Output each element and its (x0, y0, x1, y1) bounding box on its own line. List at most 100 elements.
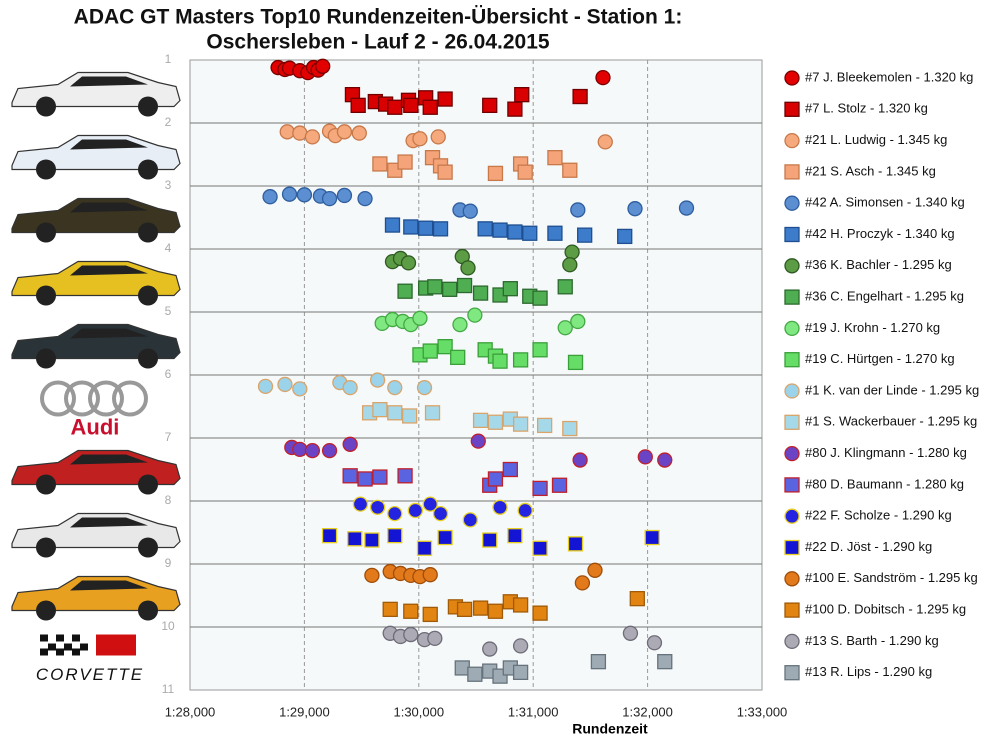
legend-marker (784, 602, 800, 618)
point (456, 601, 473, 618)
point (562, 257, 578, 273)
car-wheel (36, 222, 56, 243)
legend-label: #13 R. Lips - 1.290 kg (805, 664, 932, 679)
legend-label: #80 D. Baumann - 1.280 kg (805, 476, 964, 491)
point (336, 187, 353, 204)
legend-label: #19 J. Krohn - 1.270 kg (805, 320, 940, 335)
logo-flag (72, 648, 80, 656)
point (532, 605, 548, 621)
point (472, 412, 489, 429)
point (422, 606, 438, 623)
series (361, 401, 578, 437)
point (357, 471, 373, 487)
point (321, 528, 338, 544)
point (432, 505, 449, 522)
legend-marker (784, 164, 800, 180)
x-tick-label: 1:29,000 (279, 704, 330, 719)
car-wheel (36, 96, 56, 117)
point (321, 442, 338, 459)
point (292, 381, 308, 397)
y-tick-label: 9 (165, 556, 172, 570)
point (514, 87, 530, 103)
legend-marker (784, 383, 800, 399)
point (430, 129, 446, 145)
point (512, 416, 529, 432)
series (344, 87, 588, 117)
point (364, 567, 380, 583)
legend-label: #7 J. Bleekemolen - 1.320 kg (805, 69, 973, 84)
point (512, 638, 529, 654)
point (452, 316, 468, 333)
x-axis-label: Rundenzeit (572, 721, 648, 737)
point (364, 532, 380, 548)
series (384, 244, 580, 276)
legend: #7 J. Bleekemolen - 1.320 kg #7 L. Stolz … (784, 69, 979, 681)
series (262, 186, 695, 219)
logo-flag (72, 641, 80, 649)
point (397, 154, 413, 170)
point (454, 660, 470, 676)
logo-flag (80, 650, 88, 658)
point (564, 244, 580, 260)
y-tick-label: 7 (165, 430, 172, 444)
car-window (70, 202, 148, 213)
point (369, 499, 386, 515)
point (418, 220, 434, 236)
point (472, 285, 489, 301)
point (397, 283, 413, 299)
point (424, 405, 441, 421)
point (372, 401, 388, 418)
point (492, 353, 508, 369)
legend-label: #36 C. Engelhart - 1.295 kg (805, 289, 964, 304)
point (532, 290, 548, 306)
point (397, 468, 413, 484)
legend-marker (784, 445, 800, 462)
point (407, 502, 424, 519)
point (292, 441, 308, 457)
y-tick-label: 11 (162, 682, 175, 696)
point (403, 97, 419, 114)
logo-flag (56, 648, 64, 656)
point (422, 99, 438, 115)
point (512, 664, 529, 681)
point (547, 149, 563, 166)
point (467, 666, 483, 682)
logo-flag (48, 636, 56, 644)
point (321, 190, 338, 207)
y-tick-label: 1 (165, 52, 172, 66)
point (427, 279, 443, 295)
car-wheel (138, 348, 158, 369)
legend-marker (784, 414, 800, 430)
legend-label: #19 C. Hürtgen - 1.270 kg (805, 351, 955, 366)
y-tick-label: 3 (165, 178, 172, 192)
legend-marker (784, 101, 800, 117)
point (387, 405, 403, 421)
y-tick-label: 5 (165, 304, 172, 318)
logo-text: Audi (71, 414, 120, 439)
legend-label: #22 F. Scholze - 1.290 kg (805, 508, 952, 523)
series (257, 372, 433, 397)
logo-ring (112, 380, 148, 417)
point (416, 540, 433, 556)
logo-flag (48, 650, 56, 658)
point (403, 219, 419, 235)
point (292, 125, 308, 141)
point (482, 97, 498, 114)
point (646, 635, 663, 651)
logo-flag (96, 634, 136, 656)
car-wheel (36, 285, 56, 306)
car-wheel (36, 474, 56, 495)
point (372, 156, 388, 172)
point (547, 225, 563, 241)
point (422, 496, 438, 512)
point (532, 342, 548, 358)
car-window (70, 76, 148, 87)
point (637, 449, 653, 465)
car-wheel (138, 285, 158, 306)
point (657, 452, 673, 468)
car-wheel (36, 537, 56, 558)
car-window (70, 580, 148, 591)
series (372, 149, 578, 182)
point (467, 307, 483, 323)
point (432, 221, 449, 237)
